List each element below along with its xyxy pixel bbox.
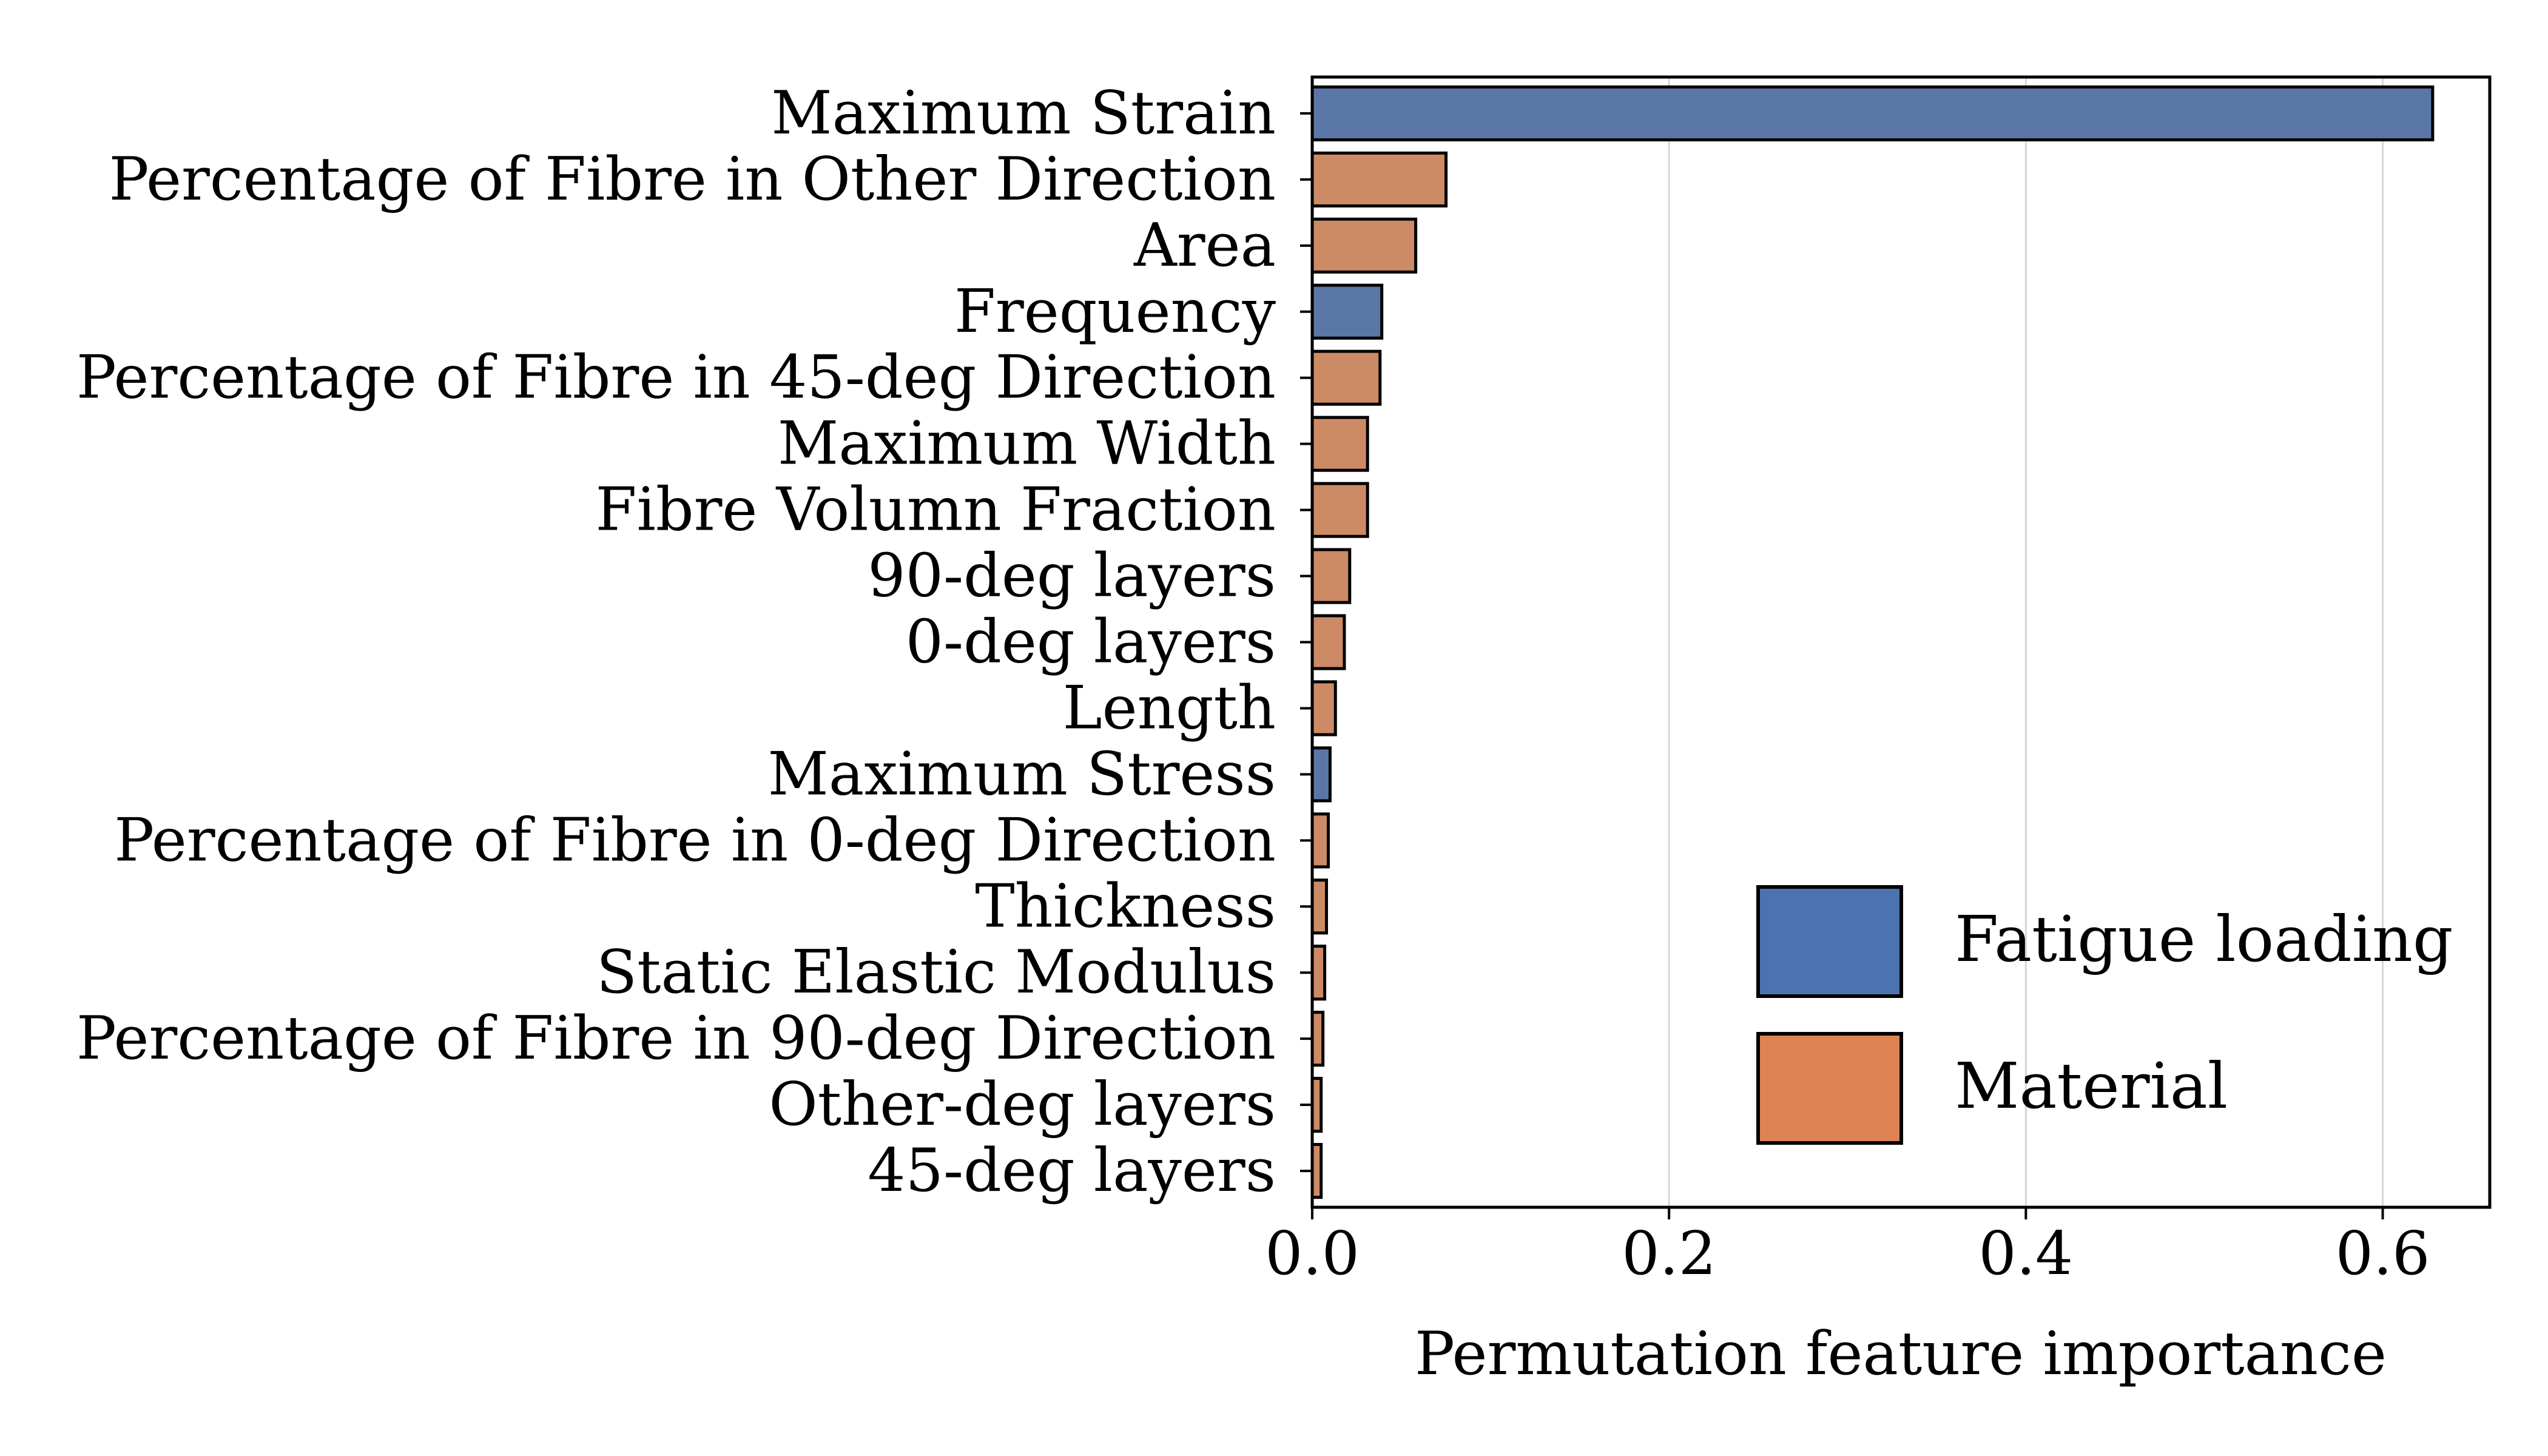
y-tick-label: Percentage of Fibre in 45-deg Direction <box>76 343 1276 413</box>
y-tick-label: 90-deg layers <box>868 542 1276 611</box>
y-tick-label: Percentage of Fibre in 90-deg Direction <box>76 1004 1276 1073</box>
x-tick-label: 0.0 <box>1265 1219 1360 1289</box>
bar <box>1310 217 1418 274</box>
bar <box>1310 878 1329 935</box>
bar <box>1310 680 1337 736</box>
bar <box>1310 746 1332 803</box>
legend-label: Material <box>1955 1049 2228 1123</box>
x-axis-label: Permutation feature importance <box>1415 1320 2387 1389</box>
x-tick-label: 0.2 <box>1622 1219 1716 1289</box>
bar <box>1310 416 1369 472</box>
x-tick-label: 0.6 <box>2336 1219 2430 1289</box>
bar <box>1310 945 1327 1001</box>
y-tick-label: Static Elastic Modulus <box>596 938 1276 1007</box>
bar <box>1310 614 1346 670</box>
bar <box>1310 482 1369 538</box>
bar <box>1310 548 1352 604</box>
legend-swatch <box>1756 885 1903 998</box>
bars <box>1310 85 2435 1199</box>
legend-swatch <box>1756 1032 1903 1145</box>
bar <box>1310 85 2435 141</box>
y-tick-label: 0-deg layers <box>906 608 1276 677</box>
y-tick-label: Maximum Width <box>778 410 1276 479</box>
y-tick-label: Area <box>1133 211 1276 280</box>
y-tick-label: Other-deg layers <box>769 1070 1276 1139</box>
y-tick-label: 45-deg layers <box>868 1136 1276 1205</box>
bar <box>1310 1011 1325 1067</box>
y-tick-label: Percentage of Fibre in 0-deg Direction <box>114 806 1276 875</box>
y-tick-label: Maximum Stress <box>768 740 1276 809</box>
legend-label: Fatigue loading <box>1955 902 2453 976</box>
x-tick-label: 0.4 <box>1978 1219 2073 1289</box>
x-axis-ticks: 0.0 0.2 0.4 0.6 <box>1265 1207 2430 1289</box>
y-tick-label: Thickness <box>975 872 1276 941</box>
bar <box>1310 283 1384 340</box>
y-tick-label: Percentage of Fibre in Other Direction <box>109 145 1276 214</box>
gridlines <box>1668 77 2384 1207</box>
legend: Fatigue loading Material <box>1756 885 2453 1145</box>
y-tick-label: Frequency <box>954 277 1276 346</box>
bar <box>1310 349 1382 406</box>
bar <box>1310 151 1448 207</box>
y-tick-label: Maximum Strain <box>771 79 1276 148</box>
y-tick-label: Length <box>1063 673 1276 743</box>
bar <box>1310 812 1330 869</box>
y-tick-label: Fibre Volumn Fraction <box>596 476 1276 545</box>
